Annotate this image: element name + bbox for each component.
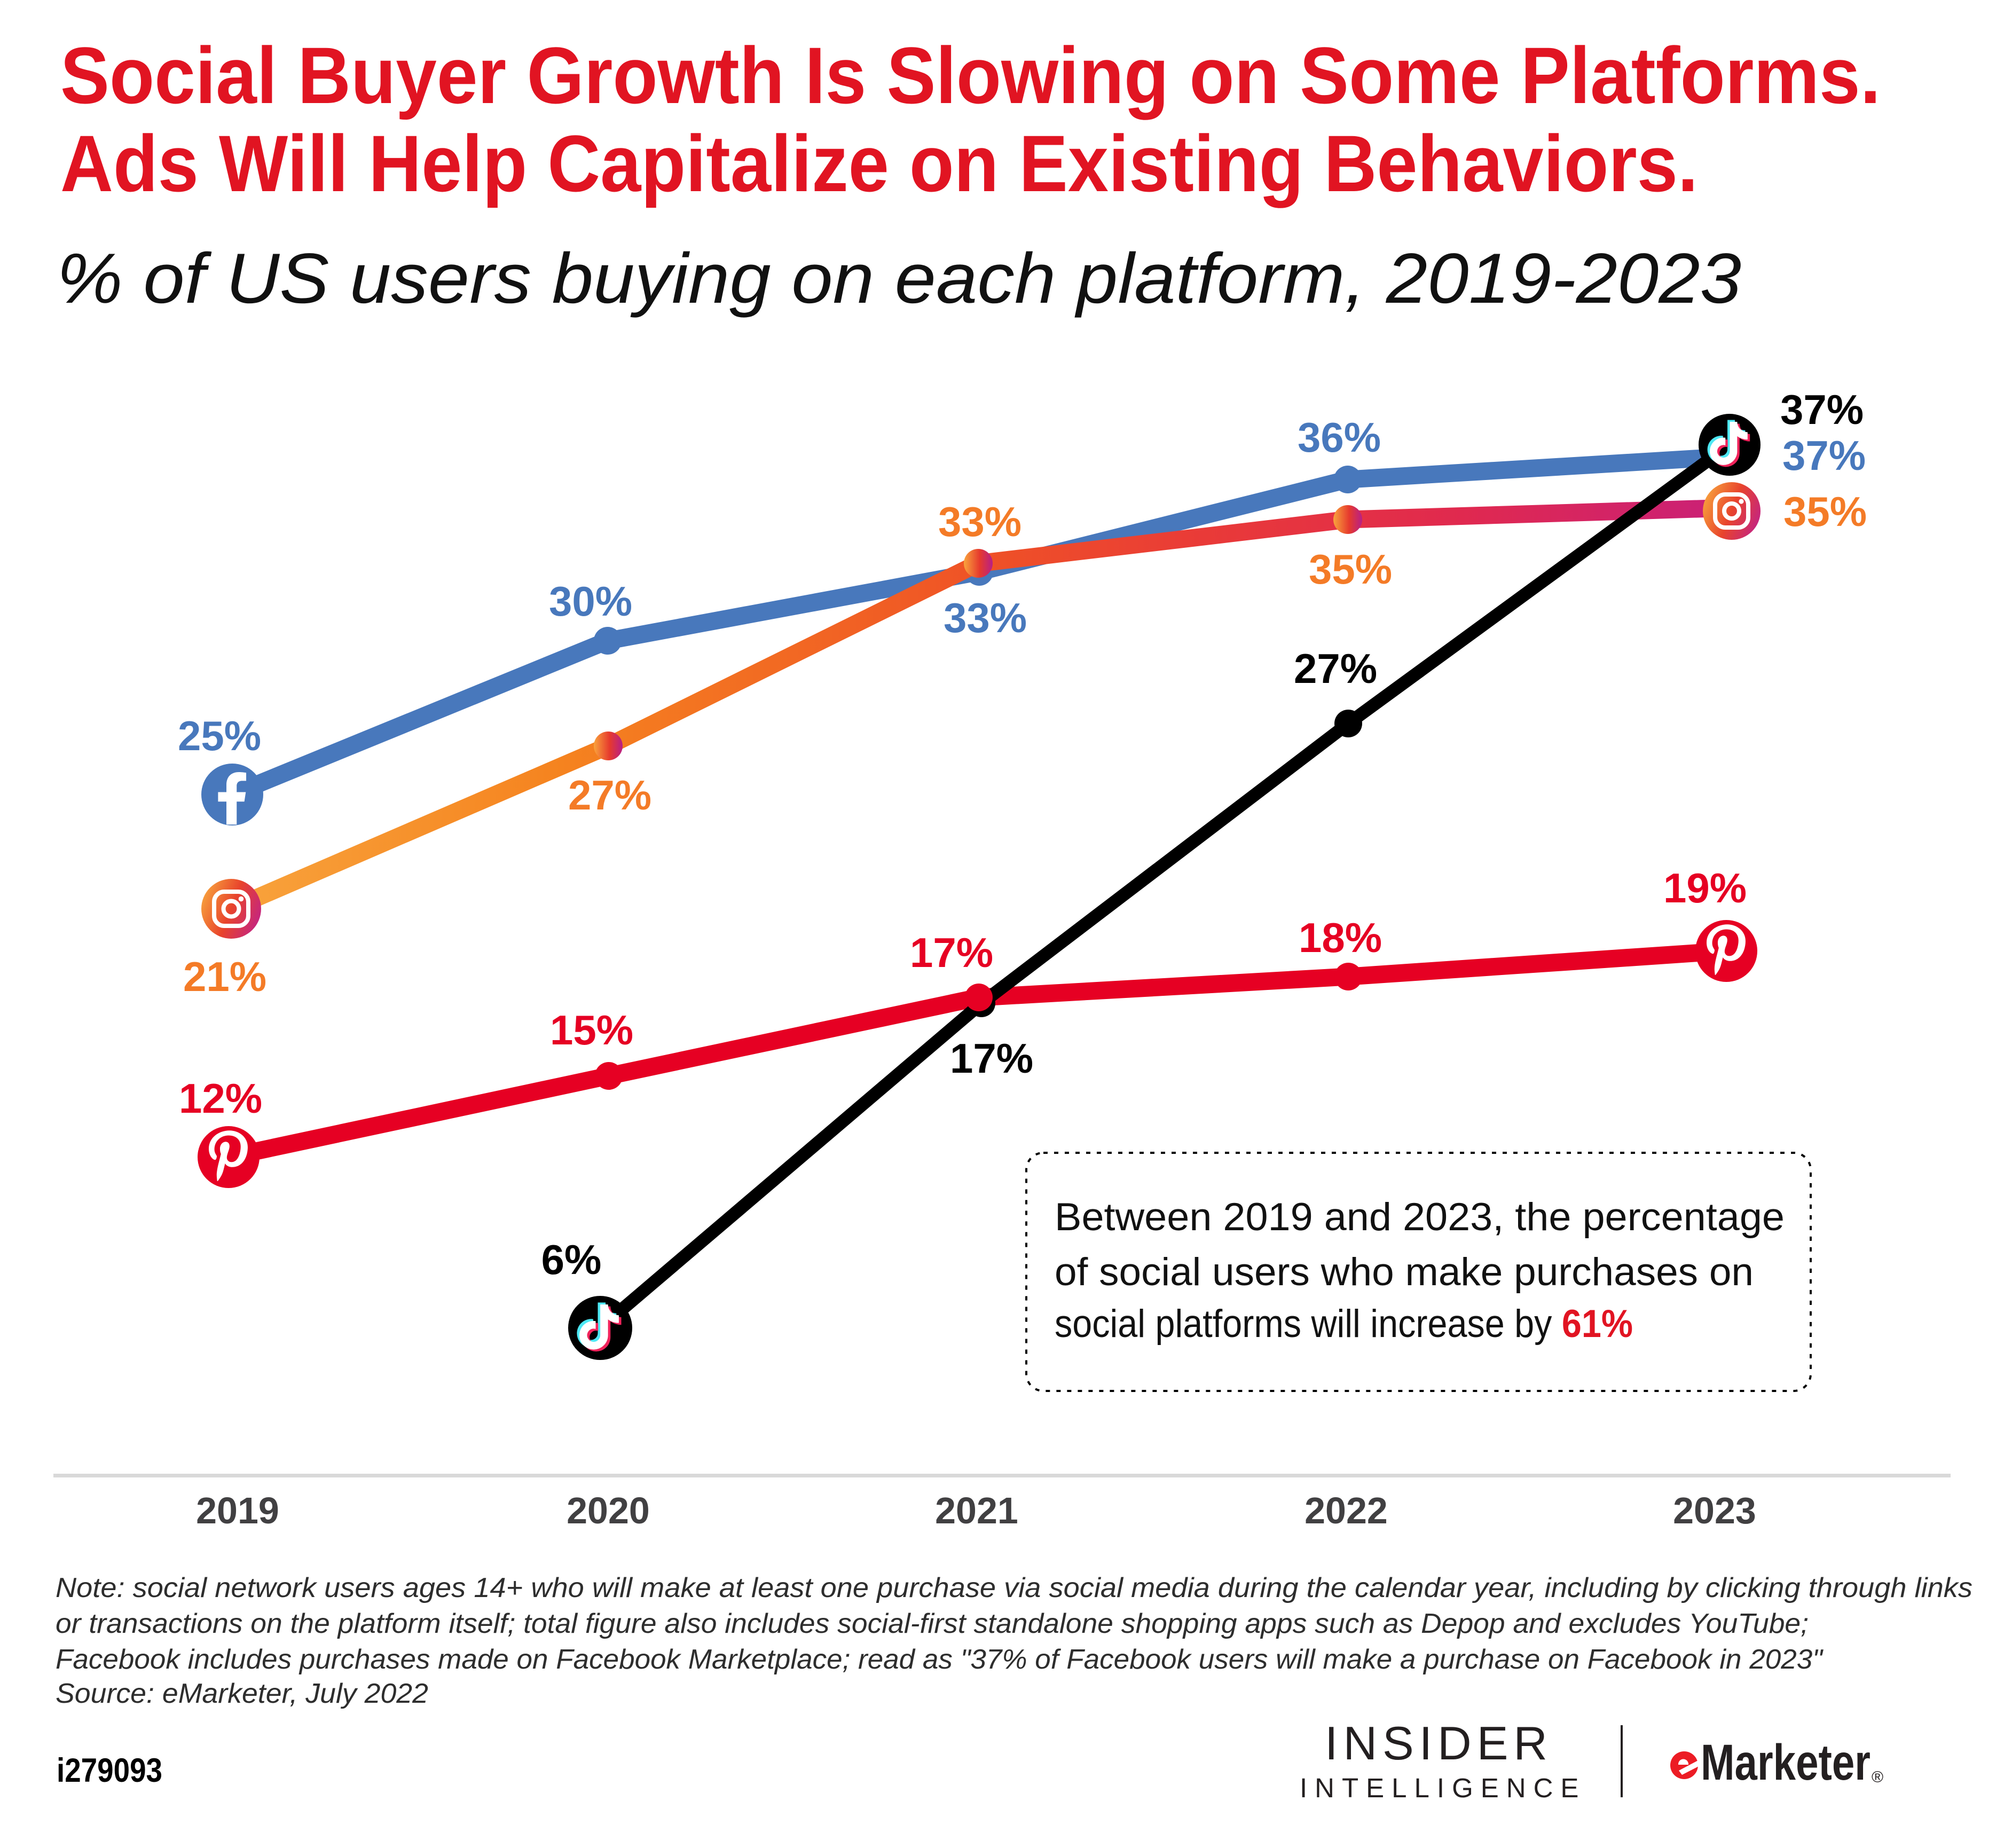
svg-text:37%: 37% (1782, 432, 1866, 479)
svg-text:37%: 37% (1780, 386, 1864, 433)
svg-text:17%: 17% (950, 1035, 1033, 1082)
svg-text:2019: 2019 (196, 1490, 279, 1531)
svg-text:17%: 17% (910, 929, 993, 976)
svg-text:% of US users buying on each p: % of US users buying on each platform, 2… (57, 239, 1741, 318)
svg-text:35%: 35% (1309, 546, 1392, 593)
svg-text:36%: 36% (1298, 414, 1381, 461)
svg-text:Marketer: Marketer (1701, 1734, 1871, 1791)
svg-text:Source: eMarketer, July 2022: Source: eMarketer, July 2022 (56, 1678, 428, 1709)
svg-text:2021: 2021 (935, 1490, 1018, 1531)
svg-text:30%: 30% (549, 578, 632, 625)
svg-text:15%: 15% (550, 1006, 633, 1053)
svg-text:27%: 27% (1294, 645, 1377, 692)
svg-text:Ads Will Help Capitalize on Ex: Ads Will Help Capitalize on Existing Beh… (60, 119, 1698, 208)
svg-text:social platforms will increase: social platforms will increase by 61% (1055, 1302, 1633, 1346)
svg-text:2022: 2022 (1304, 1490, 1388, 1531)
svg-text:or transactions on the platfor: or transactions on the platform itself; … (56, 1608, 1809, 1639)
svg-text:33%: 33% (944, 594, 1027, 641)
svg-text:35%: 35% (1783, 488, 1867, 535)
svg-text:2020: 2020 (567, 1490, 650, 1531)
svg-text:Between 2019 and 2023, the per: Between 2019 and 2023, the percentage (1055, 1196, 1785, 1239)
svg-text:INTELLIGENCE: INTELLIGENCE (1300, 1773, 1586, 1803)
svg-text:25%: 25% (178, 712, 261, 759)
svg-text:Social Buyer Growth Is Slowing: Social Buyer Growth Is Slowing on Some P… (60, 30, 1881, 120)
svg-text:INSIDER: INSIDER (1325, 1717, 1553, 1770)
svg-text:of social users who make purch: of social users who make purchases on (1055, 1251, 1754, 1294)
svg-text:Facebook includes purchases ma: Facebook includes purchases made on Face… (56, 1644, 1824, 1675)
svg-text:6%: 6% (541, 1236, 602, 1283)
svg-text:Note: social network users age: Note: social network users ages 14+ who … (56, 1572, 1972, 1603)
svg-text:19%: 19% (1663, 864, 1747, 911)
svg-text:2023: 2023 (1673, 1490, 1756, 1531)
svg-text:12%: 12% (179, 1075, 262, 1122)
svg-text:21%: 21% (183, 953, 266, 1000)
svg-text:i279093: i279093 (57, 1752, 162, 1789)
svg-text:27%: 27% (568, 772, 651, 819)
svg-text:18%: 18% (1299, 914, 1382, 961)
svg-text:33%: 33% (938, 498, 1021, 545)
svg-text:®: ® (1872, 1768, 1883, 1786)
